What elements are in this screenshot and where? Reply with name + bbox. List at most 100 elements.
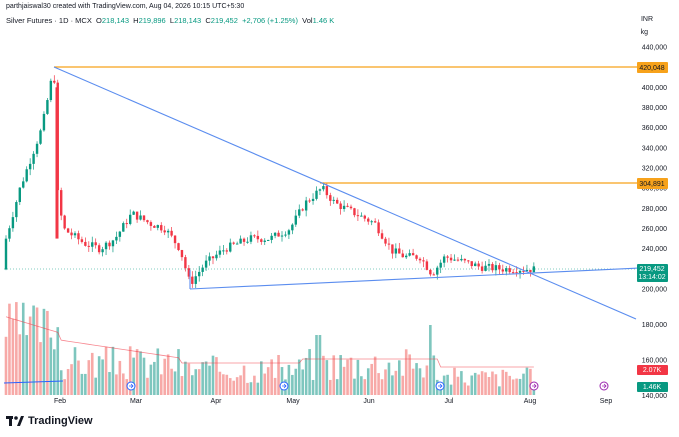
badge-middle-text: 304,891 bbox=[639, 181, 664, 188]
open-value: 218,143 bbox=[101, 16, 129, 25]
candle-body bbox=[346, 205, 349, 207]
volume-bar bbox=[360, 376, 363, 395]
candle-body bbox=[173, 235, 177, 244]
candle-body bbox=[363, 215, 366, 219]
candle-body bbox=[294, 215, 297, 225]
candle-body bbox=[60, 190, 63, 216]
volume-bar bbox=[139, 351, 142, 395]
volume-bar bbox=[304, 357, 308, 395]
y-tick-label: 320,000 bbox=[642, 166, 667, 173]
candle-body bbox=[267, 239, 270, 241]
volume-bar bbox=[128, 346, 132, 395]
candle-body bbox=[87, 245, 90, 247]
candle-body bbox=[280, 235, 284, 237]
volume-bar bbox=[253, 375, 256, 395]
descending-trendline bbox=[53, 66, 637, 320]
candle-body bbox=[308, 200, 311, 202]
volume-bar bbox=[170, 368, 173, 395]
candle-body bbox=[322, 186, 325, 190]
volume-bar bbox=[246, 382, 249, 395]
volume-bar bbox=[449, 384, 453, 395]
candle-body bbox=[394, 248, 398, 254]
candle-body bbox=[453, 259, 456, 261]
volume-bar bbox=[32, 305, 35, 395]
volume-bar bbox=[4, 336, 8, 395]
volume-bar bbox=[90, 352, 94, 395]
candle-body bbox=[35, 143, 39, 154]
candle-body bbox=[163, 230, 166, 233]
x-tick-label: May bbox=[286, 398, 300, 405]
candle-body bbox=[411, 253, 415, 256]
badge-middle bbox=[637, 178, 668, 189]
candle-body bbox=[184, 257, 187, 269]
candle-body bbox=[115, 236, 118, 241]
volume-bar bbox=[49, 337, 53, 395]
candle-body bbox=[377, 222, 380, 234]
candle-body bbox=[66, 228, 70, 233]
candle-body bbox=[42, 113, 46, 131]
volume-bar bbox=[335, 379, 339, 395]
tradingview-logo[interactable]: TradingView bbox=[6, 415, 93, 427]
candle-body bbox=[332, 199, 335, 201]
volume-bar bbox=[260, 361, 263, 395]
candle-body bbox=[8, 228, 11, 239]
volume-bar bbox=[329, 379, 332, 395]
volume-bar bbox=[256, 382, 260, 395]
volume-bar bbox=[525, 367, 529, 395]
volume-bar bbox=[473, 372, 477, 395]
volume-bar bbox=[394, 370, 398, 395]
currency-label: INR bbox=[640, 16, 653, 23]
candle-body bbox=[46, 100, 49, 114]
candle-body bbox=[53, 80, 56, 83]
volume-bar bbox=[94, 377, 97, 395]
volume-bar bbox=[504, 371, 508, 395]
candle-body bbox=[401, 253, 404, 258]
volume-bar bbox=[235, 377, 239, 395]
volume-bar bbox=[487, 377, 491, 395]
volume-bar bbox=[522, 373, 525, 395]
candle-body bbox=[180, 250, 184, 258]
candle-body bbox=[129, 214, 132, 224]
candle-body bbox=[25, 169, 28, 182]
candle-body bbox=[505, 268, 508, 272]
volume-bar bbox=[467, 385, 470, 395]
volume-bar bbox=[377, 373, 380, 395]
volume-bar bbox=[387, 362, 391, 395]
candle-body bbox=[342, 205, 346, 210]
volume-bar bbox=[97, 356, 101, 395]
volume-bar bbox=[166, 354, 170, 395]
change-value: +2,706 (+1.25%) bbox=[242, 16, 298, 25]
y-tick-label: 200,000 bbox=[642, 287, 667, 294]
volume-bar bbox=[222, 374, 225, 395]
candle-body bbox=[318, 189, 322, 191]
volume-bar bbox=[191, 375, 194, 395]
candle-body bbox=[187, 268, 191, 277]
volume-bar bbox=[163, 358, 166, 395]
event-marker-glyph bbox=[438, 383, 443, 389]
symbol-name[interactable]: Silver Futures · 1D · MCX bbox=[6, 16, 92, 25]
author-line: parthjaiswal30 created with TradingView.… bbox=[6, 3, 245, 10]
volume-bar bbox=[132, 357, 135, 395]
candle-body bbox=[356, 215, 360, 217]
y-tick-label: 300,000 bbox=[642, 186, 667, 193]
y-tick-label: 400,000 bbox=[642, 85, 667, 92]
candle-body bbox=[301, 209, 304, 211]
candle-body bbox=[125, 223, 128, 225]
candle-body bbox=[225, 250, 228, 252]
candle-body bbox=[515, 272, 518, 274]
candle-body bbox=[260, 239, 263, 242]
x-tick-label: Apr bbox=[211, 398, 223, 405]
volume-bar bbox=[228, 378, 232, 395]
volume-bar bbox=[87, 360, 91, 395]
volume-bar bbox=[287, 364, 291, 395]
volume-bar bbox=[118, 360, 122, 395]
event-marker-glyph bbox=[282, 383, 287, 389]
candle-body bbox=[235, 243, 239, 245]
candle-body bbox=[291, 224, 294, 231]
volume-bar bbox=[21, 302, 25, 395]
candle-body bbox=[349, 206, 353, 209]
open-label: O bbox=[96, 16, 102, 25]
volume-bar bbox=[294, 368, 298, 395]
candle-body bbox=[249, 235, 253, 242]
